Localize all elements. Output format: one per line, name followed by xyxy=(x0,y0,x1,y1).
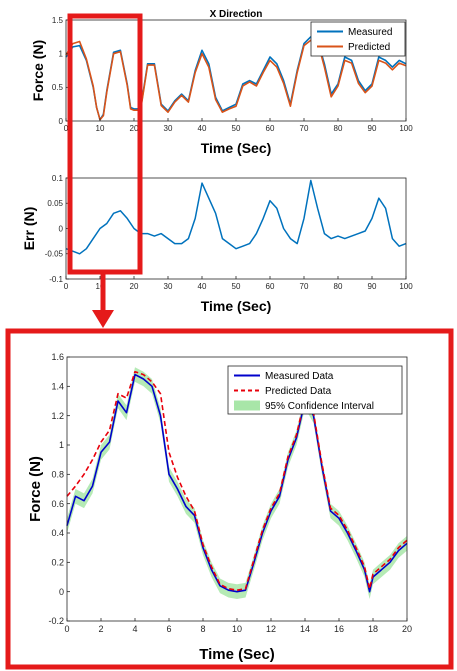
x-tick-label: 4 xyxy=(132,624,137,634)
x-tick-label: 40 xyxy=(198,124,207,133)
force-chart: 0 10 20 30 40 50 60 70 80 90 100 0 0.5 1 1.5 X Directio… xyxy=(30,9,413,156)
x-tick-label: 0 xyxy=(64,624,69,634)
y-tick-label: 1.6 xyxy=(51,352,64,362)
legend-label: Predicted Data xyxy=(265,386,332,397)
y-tick-label: 1.5 xyxy=(52,16,64,25)
y-tick-label: 0.6 xyxy=(51,499,64,509)
y-axis-label: Force (N) xyxy=(27,456,44,522)
zoom-panel-frame xyxy=(5,328,454,670)
y-axis-label: Force (N) xyxy=(30,40,46,101)
y-tick-label: 1 xyxy=(59,440,64,450)
x-tick-label: 0 xyxy=(64,124,69,133)
zoom-callout xyxy=(67,13,143,328)
series-line-1 xyxy=(66,370,408,591)
y-tick-label: 0 xyxy=(59,117,64,126)
x-tick-label: 12 xyxy=(266,624,276,634)
x-tick-label: 40 xyxy=(198,282,207,291)
y-tick-label: 0 xyxy=(59,587,64,597)
x-tick-label: 80 xyxy=(334,282,343,291)
x-tick-label: 30 xyxy=(164,124,173,133)
x-tick-label: 8 xyxy=(200,624,205,634)
y-tick-label: -0.1 xyxy=(49,275,63,284)
x-tick-label: 20 xyxy=(130,124,139,133)
x-tick-label: 90 xyxy=(368,282,377,291)
x-tick-label: 16 xyxy=(334,624,344,634)
error-chart: 0 10 20 30 40 50 60 70 80 90 100 -0.1 -0.05 0 0.05 0.1 T… xyxy=(21,174,413,314)
y-tick-label: 0.4 xyxy=(51,528,64,538)
y-tick-label: 0.2 xyxy=(51,557,64,567)
y-tick-label: 0.8 xyxy=(51,469,64,479)
x-axis-label: Time (Sec) xyxy=(199,646,275,663)
legend-label: Measured Data xyxy=(265,371,334,382)
x-tick-label: 10 xyxy=(232,624,242,634)
x-tick-label: 50 xyxy=(232,282,241,291)
x-tick-label: 20 xyxy=(402,624,412,634)
y-tick-label: -0.2 xyxy=(48,616,64,626)
x-tick-label: 100 xyxy=(399,282,413,291)
y-tick-label: 0.05 xyxy=(47,199,63,208)
x-tick-label: 100 xyxy=(399,124,413,133)
x-tick-label: 0 xyxy=(64,282,69,291)
legend-box xyxy=(310,21,406,57)
x-tick-label: 70 xyxy=(300,124,309,133)
y-tick-label: 1.2 xyxy=(51,411,64,421)
zoomed-force-chart: 0 2 4 6 8 10 12 14 16 18 20-0.200.20.40.60.811.21.… xyxy=(27,352,412,663)
x-tick-label: 30 xyxy=(164,282,173,291)
x-axis-label: Time (Sec) xyxy=(201,298,272,314)
x-tick-label: 90 xyxy=(368,124,377,133)
y-tick-label: 0.1 xyxy=(52,174,64,183)
x-tick-label: 70 xyxy=(300,282,309,291)
x-tick-label: 60 xyxy=(266,282,275,291)
y-tick-label: 0.5 xyxy=(52,83,64,92)
plot-area xyxy=(66,178,406,279)
y-axis-label: Err (N) xyxy=(21,207,37,251)
legend-label: Measured xyxy=(348,27,392,38)
x-tick-label: 80 xyxy=(334,124,343,133)
chart-title: X Direction xyxy=(210,9,263,20)
legend-swatch xyxy=(234,400,260,411)
x-axis-label: Time (Sec) xyxy=(201,140,272,156)
series-line-0 xyxy=(66,373,408,593)
x-tick-label: 10 xyxy=(96,282,105,291)
x-tick-label: 10 xyxy=(96,124,105,133)
x-tick-label: 18 xyxy=(368,624,378,634)
x-tick-label: 20 xyxy=(130,282,139,291)
series-line-0 xyxy=(65,179,407,255)
x-tick-label: 14 xyxy=(300,624,310,634)
y-tick-label: 1 xyxy=(59,49,64,58)
legend-label: 95% Confidence Interval xyxy=(265,401,374,412)
legend-label: Predicted xyxy=(348,42,390,53)
callout-arrow-head xyxy=(92,310,114,328)
y-tick-label: -0.05 xyxy=(45,250,64,259)
x-tick-label: 6 xyxy=(166,624,171,634)
y-tick-label: 0 xyxy=(59,224,64,233)
series-line-1 xyxy=(65,39,407,121)
x-tick-label: 2 xyxy=(98,624,103,634)
y-tick-label: 1.4 xyxy=(51,381,64,391)
x-tick-label: 50 xyxy=(232,124,241,133)
zoom-panel-border xyxy=(5,328,454,670)
x-tick-label: 60 xyxy=(266,124,275,133)
highlight-rect xyxy=(67,13,143,275)
